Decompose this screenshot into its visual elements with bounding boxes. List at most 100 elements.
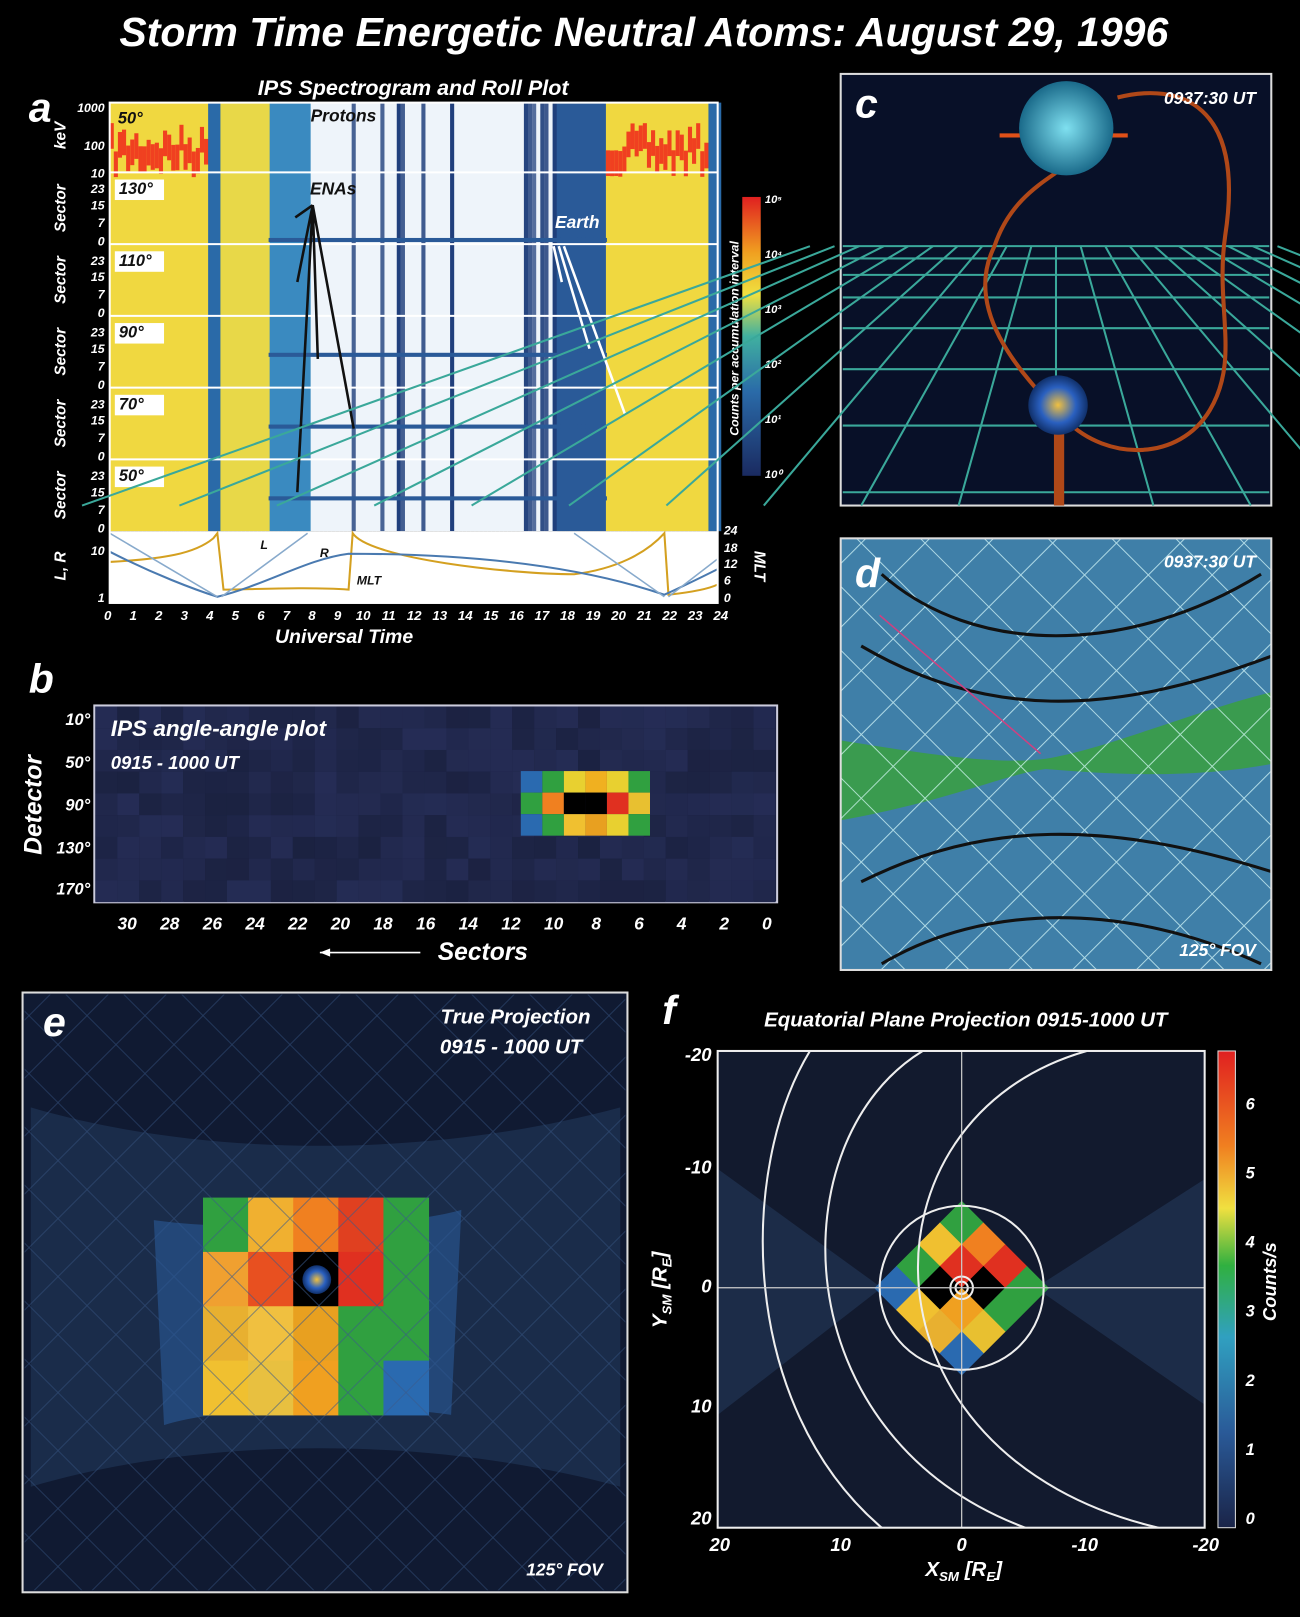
heat-cell — [520, 771, 543, 793]
ena-band — [268, 237, 607, 243]
background-cell — [314, 815, 337, 838]
spectrogram-hot — [679, 134, 685, 161]
background-cell — [314, 793, 337, 816]
background-cell — [248, 771, 271, 794]
y-tick-label: 23 — [90, 326, 105, 340]
x-tick-label: 15 — [483, 608, 498, 623]
background-cell — [731, 793, 754, 816]
background-cell — [270, 815, 293, 838]
angle-label-bg — [114, 251, 165, 272]
background-cell — [292, 706, 315, 729]
spectrogram-hot — [113, 151, 119, 178]
y-tick-label: -10 — [685, 1157, 712, 1178]
background-cell — [490, 815, 513, 838]
spectrogram-hot — [696, 123, 701, 149]
y-tick-label: 170° — [56, 880, 90, 898]
spectrogram-hot — [634, 130, 640, 157]
heat-cell — [542, 814, 564, 836]
background-cell — [336, 728, 359, 751]
spectrogram-hot — [667, 130, 673, 157]
colorbar-tick-label: 3 — [1246, 1303, 1255, 1321]
background-cell — [139, 880, 162, 903]
background-cell — [205, 880, 228, 903]
colorbar-tick-label: 6 — [1246, 1096, 1256, 1114]
x-tick-label: 7 — [283, 608, 291, 623]
background-cell — [402, 749, 425, 772]
spectrogram-hot — [122, 129, 127, 156]
x-tick-label: 12 — [501, 913, 521, 933]
earth-globe — [1028, 375, 1088, 435]
background-cell — [643, 880, 666, 903]
background-cell — [731, 815, 754, 838]
spectrogram-hot — [130, 139, 135, 166]
spectrogram-hot — [167, 134, 172, 161]
panel-title: IPS angle-angle plot — [111, 716, 328, 741]
background-cell — [292, 793, 315, 816]
y-tick-label: 0 — [701, 1276, 712, 1297]
x-tick-label: 20 — [708, 1534, 730, 1555]
y-tick-label: 7 — [98, 359, 106, 373]
x-tick-label: 18 — [373, 913, 393, 933]
background-cell — [665, 858, 688, 881]
background-cell — [621, 880, 644, 903]
background-cell — [687, 836, 710, 859]
background-cell — [687, 880, 710, 903]
background-cell — [183, 836, 206, 859]
y-tick-label: 10 — [91, 544, 105, 558]
x-tick-label: 4 — [676, 913, 687, 933]
spectrogram-hot — [683, 150, 689, 177]
background-cell — [380, 771, 403, 794]
spectrogram-hot — [187, 137, 193, 164]
x-tick-label: 26 — [202, 913, 223, 933]
background-cell — [270, 793, 293, 816]
background-cell — [643, 728, 666, 751]
background-cell — [270, 771, 293, 794]
background-cell — [380, 749, 403, 772]
y-tick-label: 0 — [98, 234, 105, 248]
background-cell — [226, 706, 250, 729]
spectrogram-hot — [614, 150, 619, 176]
background-cell — [358, 815, 381, 838]
y-tick-label: 0 — [98, 306, 105, 320]
background-cell — [270, 880, 293, 903]
background-cell — [556, 728, 579, 751]
background-cell — [117, 749, 140, 772]
background-cell — [183, 771, 206, 794]
background-cell — [292, 771, 315, 794]
x-tick-label: 8 — [591, 913, 601, 933]
background-cell — [424, 880, 447, 903]
background-cell — [292, 728, 315, 751]
background-cell — [665, 836, 688, 859]
angle-label-bg — [114, 323, 165, 344]
background-cell — [534, 749, 557, 772]
background-cell — [139, 815, 162, 838]
y-axis-label: Sector — [53, 255, 70, 304]
heatmap — [153, 1197, 462, 1426]
background-cell — [161, 858, 184, 881]
spectrogram-hot — [191, 151, 197, 178]
background-cell — [424, 749, 447, 772]
background-cell — [709, 706, 732, 729]
colorbar-label: Counts per accumulation interval — [727, 240, 741, 435]
y-axis-label: L, R — [53, 552, 70, 581]
spectrogram-hot — [605, 150, 611, 176]
background-cell — [468, 749, 491, 772]
y-tick-label: 15 — [91, 485, 105, 499]
background-cell — [226, 836, 250, 859]
map-grid — [840, 538, 1272, 970]
spectrogram-hot — [179, 124, 185, 151]
time-label: 0915 - 1000 UT — [111, 752, 241, 773]
x-tick-label: 10 — [356, 608, 371, 623]
background-cell — [117, 793, 140, 816]
y2-tick-label: 0 — [724, 591, 731, 605]
background-cell — [270, 706, 293, 729]
label-part: [R — [959, 1558, 987, 1581]
y-tick-label: 7 — [98, 431, 106, 445]
background-cell — [665, 793, 688, 816]
spectrogram-hot — [150, 144, 156, 170]
heat-cell — [563, 771, 586, 793]
annotation: ENAs — [310, 178, 357, 198]
x-tick-label: 22 — [661, 608, 677, 623]
background-cell — [314, 728, 337, 751]
label-part: ] — [993, 1558, 1003, 1581]
